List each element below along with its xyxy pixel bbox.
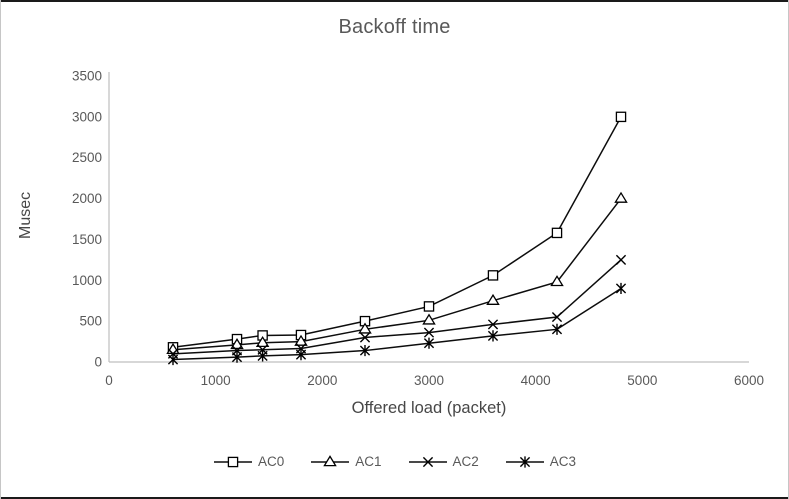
marker-ac1	[550, 275, 564, 287]
legend-item-ac1: AC1	[310, 454, 382, 469]
x-axis-title: Offered load (packet)	[351, 399, 507, 417]
marker-ac1	[422, 313, 436, 325]
legend-label: AC3	[549, 454, 577, 469]
x-tick-label: 3000	[414, 373, 444, 388]
legend-label: AC2	[452, 454, 479, 469]
x-tick-label: 1000	[201, 373, 231, 388]
x-tick-label: 6000	[734, 373, 764, 388]
marker-ac3	[615, 282, 627, 295]
legend-marker-ac0	[227, 456, 239, 467]
top-edge-bar	[1, 0, 788, 2]
marker-ac3	[551, 323, 563, 335]
marker-ac2	[359, 332, 371, 343]
legend-asterisk-icon	[505, 455, 544, 468]
y-tick-label: 2500	[72, 150, 102, 165]
marker-ac0	[615, 111, 627, 123]
legend-square-icon	[213, 456, 252, 467]
x-tick-label: 2000	[307, 373, 337, 388]
marker-ac2	[487, 319, 499, 330]
marker-ac3	[167, 353, 179, 366]
marker-ac3	[295, 349, 307, 361]
marker-ac0	[423, 301, 435, 312]
chart-title: Backoff time	[338, 16, 451, 38]
y-tick-label: 1500	[72, 232, 102, 247]
y-tick-label: 0	[94, 355, 102, 370]
y-tick-label: 3000	[72, 109, 102, 124]
y-tick-label: 3500	[72, 69, 102, 84]
marker-ac2	[423, 327, 435, 338]
legend-label: AC1	[355, 454, 382, 469]
marker-ac2	[615, 254, 627, 265]
marker-ac1	[486, 293, 500, 305]
marker-ac1	[358, 322, 372, 334]
x-tick-label: 5000	[627, 373, 657, 388]
marker-ac1	[614, 191, 628, 203]
x-tick-label: 4000	[521, 373, 551, 388]
marker-ac0	[551, 227, 563, 239]
marker-ac1	[294, 334, 308, 346]
marker-ac1	[230, 337, 244, 350]
y-tick-label: 500	[79, 314, 102, 329]
marker-ac3	[423, 337, 435, 349]
legend-triangle-icon	[311, 454, 350, 466]
legend-item-ac0: AC0	[213, 454, 284, 469]
legend-marker-ac2	[422, 456, 433, 467]
legend-item-ac2: AC2	[408, 454, 479, 469]
marker-ac0	[487, 270, 499, 281]
legend-item-ac3: AC3	[505, 454, 576, 469]
y-tick-label: 1000	[72, 273, 102, 288]
legend-x-icon	[408, 456, 447, 467]
chart-legend: AC0 AC1 AC2 AC3	[1, 454, 788, 469]
marker-ac3	[487, 330, 499, 342]
marker-ac3	[359, 344, 371, 357]
legend-marker-ac1	[323, 454, 337, 466]
marker-ac3	[231, 351, 243, 363]
marker-ac2	[551, 311, 563, 323]
legend-marker-ac3	[519, 455, 530, 468]
marker-ac1	[255, 335, 270, 348]
legend-label: AC0	[257, 454, 285, 469]
y-tick-label: 2000	[72, 191, 102, 206]
x-tick-label: 0	[105, 373, 113, 388]
bottom-edge-bar	[1, 497, 788, 499]
marker-ac3	[257, 350, 268, 362]
